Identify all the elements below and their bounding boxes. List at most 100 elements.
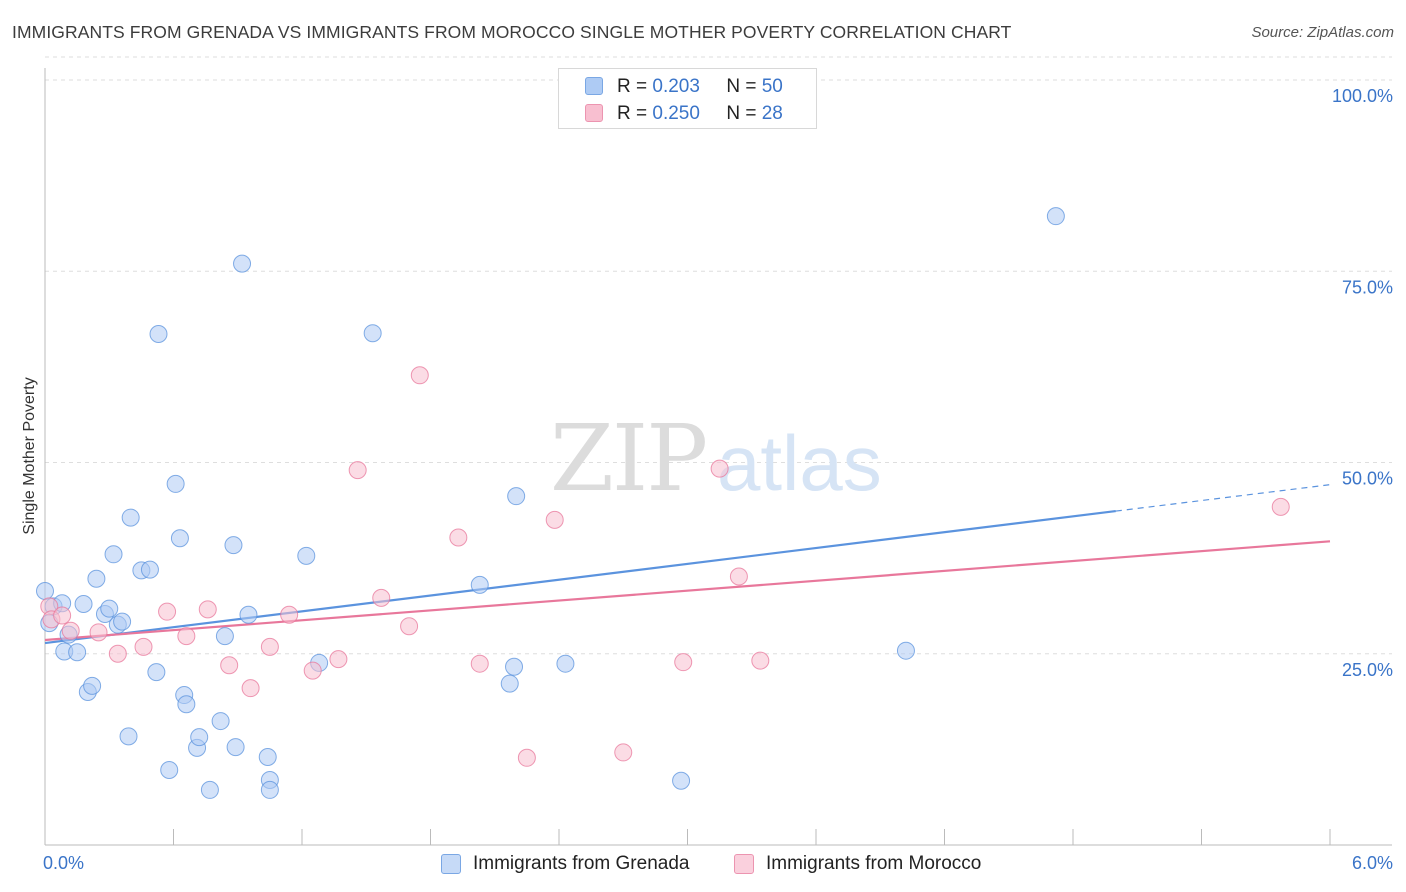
legend-item-grenada[interactable]: Immigrants from Grenada xyxy=(441,851,689,877)
morocco-point xyxy=(449,528,468,547)
morocco-point xyxy=(241,679,260,698)
morocco-point xyxy=(710,459,729,478)
morocco-trendline xyxy=(44,540,1331,642)
morocco-point xyxy=(177,627,196,646)
morocco-point xyxy=(614,743,633,762)
morocco-point xyxy=(134,637,153,656)
morocco-point xyxy=(372,588,391,607)
morocco-swatch xyxy=(585,104,603,122)
morocco-point xyxy=(1271,497,1290,516)
grenada-point xyxy=(224,536,243,555)
grenada-point xyxy=(160,761,179,780)
r-value-morocco: 0.250 xyxy=(652,103,700,124)
morocco-point xyxy=(260,637,279,656)
y-tick-label: 50.0% xyxy=(1342,469,1393,489)
chart-title: IMMIGRANTS FROM GRENADA VS IMMIGRANTS FR… xyxy=(12,22,1012,42)
n-value-morocco: 28 xyxy=(761,103,783,124)
n-value-grenada: 50 xyxy=(761,76,783,97)
morocco-point xyxy=(751,651,770,670)
morocco-point xyxy=(198,600,217,619)
morocco-point xyxy=(89,623,108,642)
grenada-point xyxy=(297,546,316,565)
grenada-point xyxy=(104,545,123,564)
watermark: ZIP atlas xyxy=(550,405,882,512)
grenada-point xyxy=(140,560,159,579)
morocco-point xyxy=(220,656,239,675)
grenada-trendline-extension xyxy=(1115,484,1331,512)
morocco-point xyxy=(280,605,299,624)
morocco-point xyxy=(545,510,564,529)
morocco-point xyxy=(329,650,348,669)
x-tick-label: 6.0% xyxy=(1352,853,1393,873)
grenada-point xyxy=(239,605,258,624)
grenada-point xyxy=(556,654,575,673)
morocco-point xyxy=(410,366,429,385)
grenada-point xyxy=(505,657,524,676)
grenada-point xyxy=(363,324,382,343)
morocco-point xyxy=(53,606,72,625)
grenada-point xyxy=(83,676,102,695)
morocco-point xyxy=(61,621,80,640)
n-label: N = xyxy=(726,103,757,124)
grenada-point xyxy=(113,612,132,631)
morocco-point xyxy=(729,567,748,586)
grenada-point xyxy=(226,738,245,757)
watermark-atlas: atlas xyxy=(717,419,882,507)
x-tick-label: 0.0% xyxy=(43,853,84,873)
n-label: N = xyxy=(726,76,757,97)
grenada-point xyxy=(170,529,189,548)
stats-row-morocco: R = 0.250 N = 28 xyxy=(585,102,783,126)
morocco-legend-swatch xyxy=(734,854,754,874)
morocco-point xyxy=(108,644,127,663)
r-label: R = xyxy=(617,76,648,97)
grenada-point xyxy=(100,599,119,618)
grenada-point xyxy=(74,595,93,614)
grenada-point xyxy=(147,663,166,682)
watermark-zip: ZIP xyxy=(550,405,706,512)
morocco-point xyxy=(674,653,693,672)
grenada-point xyxy=(896,641,915,660)
grenada-point xyxy=(258,748,277,767)
grenada-point xyxy=(1046,207,1065,226)
morocco-point xyxy=(400,617,419,636)
grenada-trendline xyxy=(44,509,1116,645)
tick-labels: 25.0% 50.0% 75.0% 100.0% 0.0% 6.0% xyxy=(43,86,1393,873)
grenada-point xyxy=(260,780,279,799)
legend-label-morocco: Immigrants from Morocco xyxy=(766,853,982,874)
trendlines xyxy=(44,484,1331,645)
axes xyxy=(44,68,1392,846)
legend-label-grenada: Immigrants from Grenada xyxy=(473,853,690,874)
grenada-point xyxy=(177,695,196,714)
y-tick-label: 100.0% xyxy=(1332,86,1393,106)
grenada-legend-swatch xyxy=(441,854,461,874)
grenada-point xyxy=(507,487,526,506)
stats-legend: R = 0.203 N = 50 R = 0.250 N = 28 xyxy=(558,68,817,129)
grenada-point xyxy=(36,582,54,601)
grenada-point xyxy=(470,575,489,594)
stats-row-grenada: R = 0.203 N = 50 xyxy=(585,75,783,99)
grenada-point xyxy=(672,771,691,790)
grenada-point xyxy=(119,727,138,746)
r-value-grenada: 0.203 xyxy=(652,76,700,97)
r-label: R = xyxy=(617,103,648,124)
legend-item-morocco[interactable]: Immigrants from Morocco xyxy=(734,851,981,877)
y-tick-label: 25.0% xyxy=(1342,660,1393,680)
grenada-point xyxy=(200,780,219,799)
y-axis-label: Single Mother Poverty xyxy=(21,377,38,534)
grenada-point xyxy=(166,474,185,493)
grenada-point xyxy=(233,254,252,273)
morocco-point xyxy=(303,661,322,680)
source-label: Source: ZipAtlas.com xyxy=(1251,24,1394,41)
grenada-swatch xyxy=(585,77,603,95)
morocco-point xyxy=(158,602,177,621)
morocco-point xyxy=(470,654,489,673)
morocco-point xyxy=(517,748,536,767)
morocco-point xyxy=(348,461,367,480)
data-points xyxy=(36,207,1290,799)
grenada-point xyxy=(68,643,87,662)
grenada-point xyxy=(121,508,140,527)
grenada-point xyxy=(190,728,209,747)
y-tick-label: 75.0% xyxy=(1342,277,1393,297)
grenada-point xyxy=(87,569,106,588)
